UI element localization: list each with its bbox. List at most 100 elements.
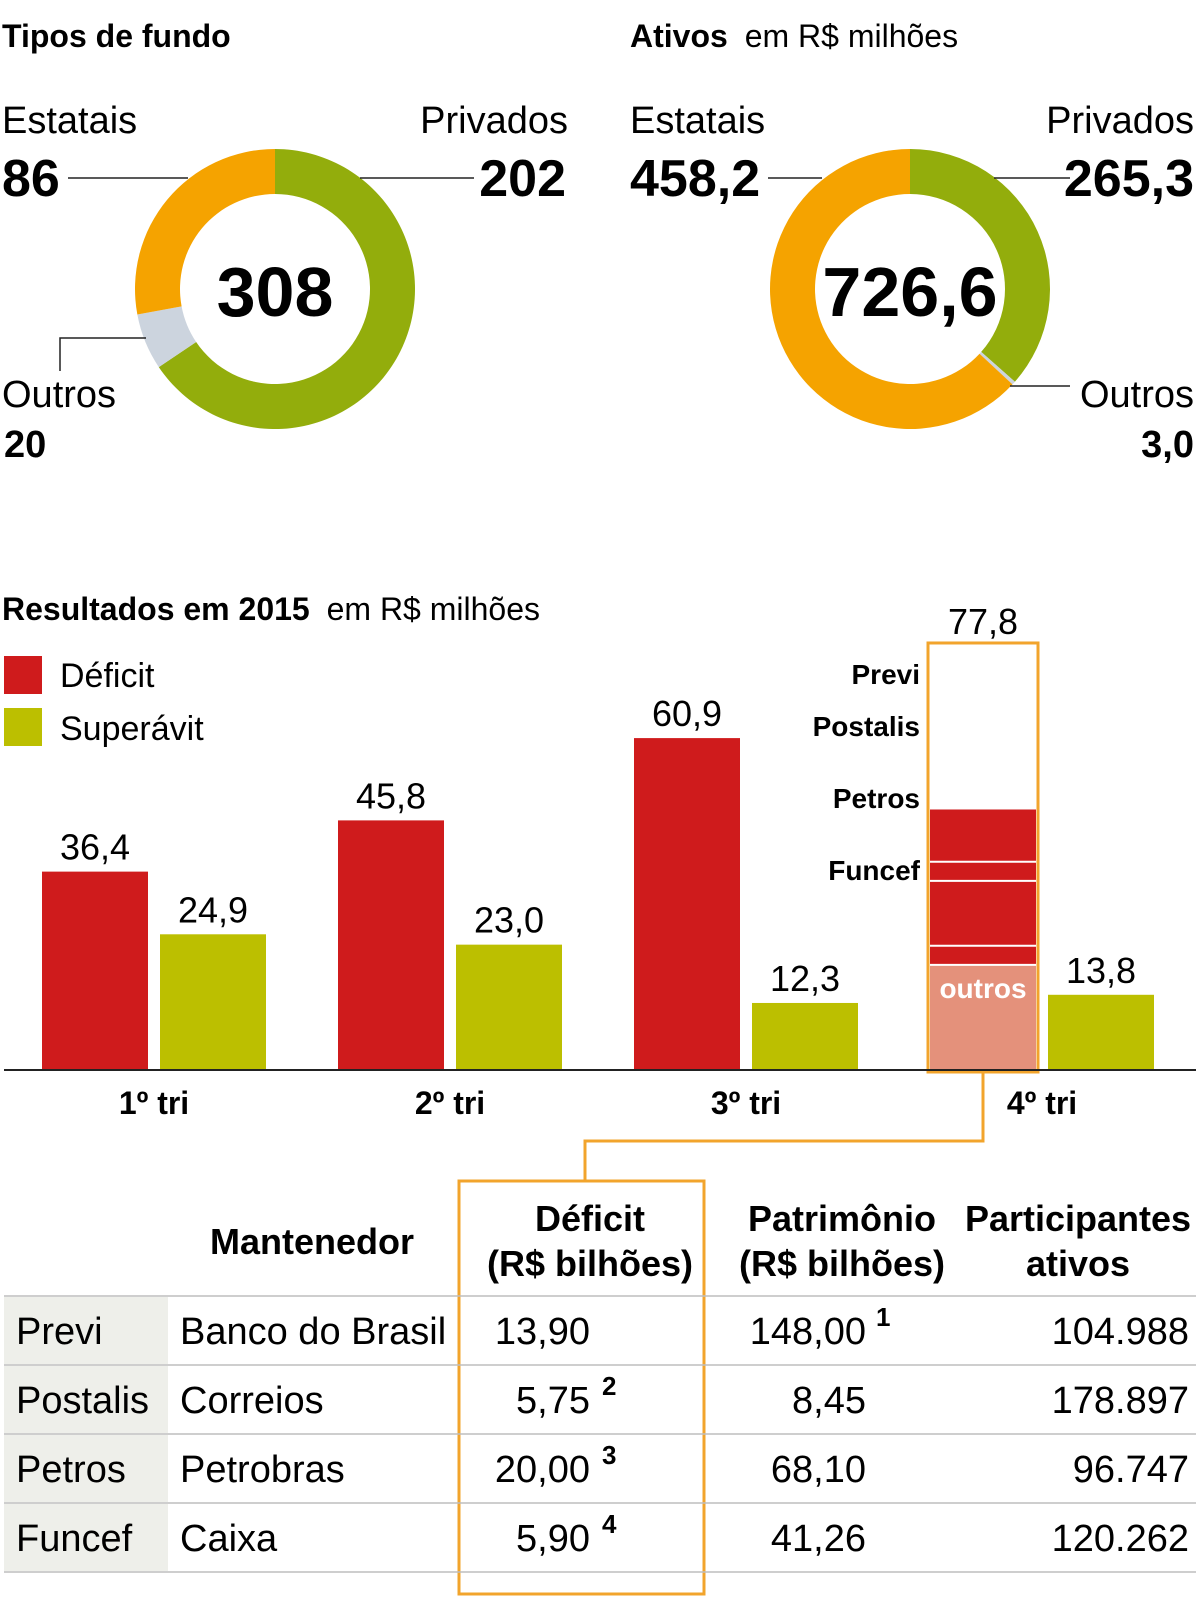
stack-label-funcef: Funcef [828, 855, 920, 886]
donut-ativos-total: 726,6 [822, 253, 997, 331]
bar-chart-section: Resultados em 2015 em R$ milhões Déficit… [2, 591, 1196, 1181]
table-row-label-bg [4, 1366, 168, 1433]
cell-fundo: Postalis [16, 1380, 149, 1422]
legend-surplus-swatch [4, 708, 42, 746]
header-deficit-unit: (R$ bilhões) [487, 1243, 693, 1284]
footnote-marker: 3 [602, 1440, 616, 1470]
bar-deficit-1 [42, 871, 148, 1070]
donut-tipos-section: Tipos de fundo 308 Estatais 86 Privados … [2, 18, 568, 466]
category-label-2: 2º tri [415, 1085, 485, 1121]
footnote-marker: 2 [602, 1371, 616, 1401]
header-participantes: Participantes [965, 1198, 1191, 1239]
tipos-outros-value: 20 [4, 424, 46, 466]
donut-tipos-total: 308 [217, 253, 334, 331]
cell-mantenedor: Caixa [180, 1518, 278, 1560]
legend-deficit-label: Déficit [60, 657, 155, 695]
cell-mantenedor: Petrobras [180, 1449, 345, 1491]
cell-patrimonio: 68,10 [771, 1449, 866, 1491]
category-label-3: 3º tri [711, 1085, 781, 1121]
table-body: Previ Banco do Brasil 13,90 148,00 104.988 1 P… [4, 1295, 1196, 1573]
cell-patrimonio: 8,45 [792, 1380, 866, 1422]
cell-deficit: 13,90 [495, 1311, 590, 1353]
legend-deficit-swatch [4, 656, 42, 694]
bar-deficit-3 [634, 738, 740, 1070]
donut-ativos-section: Ativos em R$ milhões 726,6 Estatais 458,… [630, 18, 1194, 466]
tipos-estatais-label: Estatais [2, 100, 137, 142]
header-patrimonio-unit: (R$ bilhões) [739, 1243, 945, 1284]
bar-4-highlight-box [926, 641, 1040, 1074]
cell-fundo: Funcef [16, 1518, 133, 1560]
table-row-label-bg [4, 1297, 168, 1364]
stack-label-postalis: Postalis [813, 711, 920, 742]
bar-deficit-4-postalis [930, 861, 1036, 881]
donut-slice-estatais [134, 149, 275, 315]
bar-deficit-label-2: 45,8 [356, 775, 426, 816]
bar-deficit-label-1: 36,4 [60, 827, 130, 868]
cell-patrimonio: 41,26 [771, 1518, 866, 1560]
cell-deficit: 5,90 [516, 1518, 590, 1560]
cell-participantes: 96.747 [1073, 1449, 1189, 1491]
cell-fundo: Previ [16, 1311, 103, 1353]
bar-deficit-4-funcef [930, 945, 1036, 965]
bar-surplus-4 [1048, 994, 1154, 1070]
cell-mantenedor: Banco do Brasil [180, 1311, 446, 1353]
ativos-privados-label: Privados [1046, 100, 1194, 142]
header-participantes-unit: ativos [1026, 1243, 1130, 1284]
bar-deficit-4-previ [930, 809, 1036, 862]
ativos-estatais-label: Estatais [630, 100, 765, 142]
bar-surplus-label-1: 24,9 [178, 889, 248, 930]
cell-participantes: 120.262 [1052, 1518, 1189, 1560]
legend-surplus-label: Superávit [60, 710, 204, 748]
donut-slice-outros [137, 306, 197, 368]
donut-slice-privados [158, 149, 415, 429]
donut-slice-estatais [769, 149, 1013, 429]
stack-label-petros: Petros [833, 783, 920, 814]
bar-deficit-4-outros [930, 964, 1036, 1070]
footnote-marker: 1 [876, 1302, 890, 1332]
category-label-1: 1º tri [119, 1085, 189, 1121]
bar-surplus-label-4: 13,8 [1066, 950, 1136, 991]
donut-tipos-title: Tipos de fundo [2, 18, 231, 54]
category-label-4: 4º tri [1007, 1085, 1077, 1121]
tipos-outros-leader [59, 337, 146, 371]
table-row-label-bg [4, 1435, 168, 1502]
header-mantenedor: Mantenedor [210, 1221, 414, 1262]
donut-ativos [769, 149, 1050, 429]
donut-tipos [134, 149, 415, 429]
bar-deficit-4-petros [930, 880, 1036, 946]
donut-slice-privados [910, 149, 1050, 382]
cell-mantenedor: Correios [180, 1380, 324, 1422]
ativos-outros-value: 3,0 [1141, 424, 1194, 466]
cell-fundo: Petros [16, 1449, 126, 1491]
ativos-outros-label: Outros [1080, 374, 1194, 416]
donut-ativos-title: Ativos em R$ milhões [630, 18, 958, 54]
cell-patrimonio: 148,00 [750, 1311, 866, 1353]
bar-surplus-1 [160, 934, 266, 1070]
ativos-privados-value: 265,3 [1064, 150, 1194, 208]
bar-deficit-label-3: 60,9 [652, 693, 722, 734]
bar-surplus-3 [752, 1002, 858, 1070]
ativos-estatais-value: 458,2 [630, 150, 760, 208]
footnote-marker: 4 [602, 1509, 617, 1539]
stack-label-outros: outros [939, 973, 1026, 1004]
bar-surplus-2 [456, 944, 562, 1070]
cell-participantes: 104.988 [1052, 1311, 1189, 1353]
deficit-column-highlight [457, 1179, 706, 1596]
table-row-label-bg [4, 1504, 168, 1571]
header-patrimonio: Patrimônio [748, 1198, 936, 1239]
tipos-privados-value: 202 [479, 150, 566, 208]
cell-deficit: 20,00 [495, 1449, 590, 1491]
donut-slice-outros [979, 351, 1015, 385]
tipos-estatais-value: 86 [2, 150, 60, 208]
stack-label-previ: Previ [852, 659, 921, 690]
bar-chart-title: Resultados em 2015 em R$ milhões [2, 591, 540, 627]
bars-group: 36,4 24,9 1º tri 45,8 23,0 2º tri 60,9 12,3 3º t… [42, 601, 1154, 1121]
bar-deficit-2 [338, 820, 444, 1070]
tipos-outros-label: Outros [2, 374, 116, 416]
cell-participantes: 178.897 [1052, 1380, 1189, 1422]
connector-line [583, 1073, 985, 1181]
tipos-privados-label: Privados [420, 100, 568, 142]
table-section: Mantenedor Déficit (R$ bilhões) Patrimôn… [4, 1179, 1196, 1596]
header-deficit: Déficit [535, 1198, 645, 1239]
